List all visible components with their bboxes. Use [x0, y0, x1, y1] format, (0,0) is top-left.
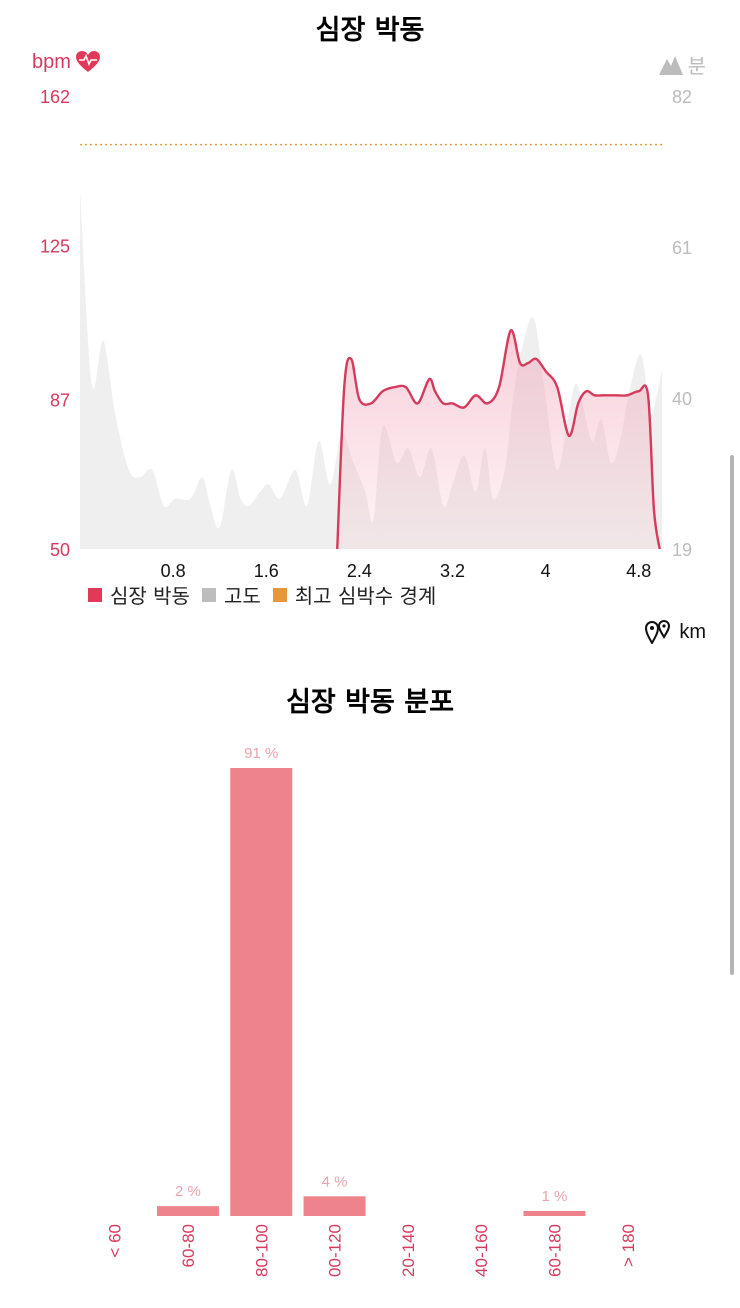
distribution-bar-label: 91 % [244, 745, 278, 762]
heart-rate-area [337, 330, 660, 549]
heart-rate-chart-title: 심장 박동 [315, 15, 425, 46]
legend-item-max-hr: 최고 심박수 경계 [272, 580, 437, 609]
legend-item-altitude: 고도 [201, 580, 261, 609]
legend-swatch-heart-rate [88, 587, 102, 602]
legend-label-heart-rate: 심장 박동 [110, 584, 190, 608]
distance-axis-unit: km [645, 620, 706, 644]
legend-label-max-hr: 최고 심박수 경계 [294, 584, 437, 608]
y-tick-label: 50 [50, 540, 70, 560]
mountain-icon [658, 55, 683, 75]
y2-tick-label: 82 [672, 87, 692, 107]
vertical-scrollbar[interactable] [730, 455, 734, 975]
y2-tick-label: 40 [672, 389, 692, 409]
distribution-bar [523, 1211, 586, 1216]
distribution-bar [156, 1206, 219, 1216]
distribution-category-label: 80-100 [252, 1224, 271, 1277]
legend-label-altitude: 고도 [223, 584, 261, 608]
heart-rate-line [336, 329, 661, 550]
x-tick-label: 4.8 [626, 561, 651, 580]
route-pins-icon [645, 620, 671, 644]
x-tick-label: 0.8 [161, 561, 186, 580]
distribution-bar-label: 2 % [175, 1183, 201, 1200]
altitude-axis-unit: 분 [658, 50, 706, 79]
bpm-unit-label: bpm [32, 50, 71, 73]
y-tick-label: 162 [40, 87, 70, 107]
y2-tick-label: 61 [672, 238, 692, 258]
distribution-category-label: > 180 [619, 1224, 638, 1267]
x-tick-label: 1.6 [254, 561, 279, 580]
distribution-bar-label: 1 % [542, 1188, 568, 1205]
y-tick-label: 87 [50, 390, 70, 410]
distribution-category-label: 20-140 [399, 1224, 418, 1277]
legend-swatch-altitude [201, 587, 216, 602]
legend-swatch-max-hr [272, 587, 287, 602]
distribution-bar [303, 1196, 366, 1216]
distribution-category-label: < 60 [106, 1224, 125, 1258]
heart-pulse-icon [75, 51, 100, 72]
bpm-axis-unit: bpm [32, 50, 101, 74]
altitude-unit-label: 분 [687, 54, 706, 78]
distribution-category-label: 60-180 [545, 1224, 564, 1277]
distribution-category-label: 40-160 [472, 1224, 491, 1277]
x-tick-label: 3.2 [440, 561, 465, 580]
distribution-category-label: 00-120 [326, 1224, 345, 1277]
heart-rate-chart: 162 125 87 50 82 61 40 19 0.8 1.6 2.4 3.2 4 4.8 [40, 87, 692, 580]
heart-rate-legend: 심장 박동 고도 최고 심박수 경계 [88, 580, 436, 609]
heart-rate-distribution-title: 심장 박동 분포 [286, 687, 454, 718]
legend-item-heart-rate: 심장 박동 [88, 580, 190, 609]
x-tick-label: 4 [541, 561, 551, 580]
distance-unit-label: km [679, 620, 706, 643]
y2-tick-label: 19 [672, 540, 692, 560]
distribution-bar-label: 4 % [322, 1173, 348, 1190]
y-tick-label: 125 [40, 237, 70, 257]
distribution-category-label: 60-80 [179, 1224, 198, 1267]
distribution-bar [230, 768, 293, 1216]
x-tick-label: 2.4 [347, 561, 372, 580]
